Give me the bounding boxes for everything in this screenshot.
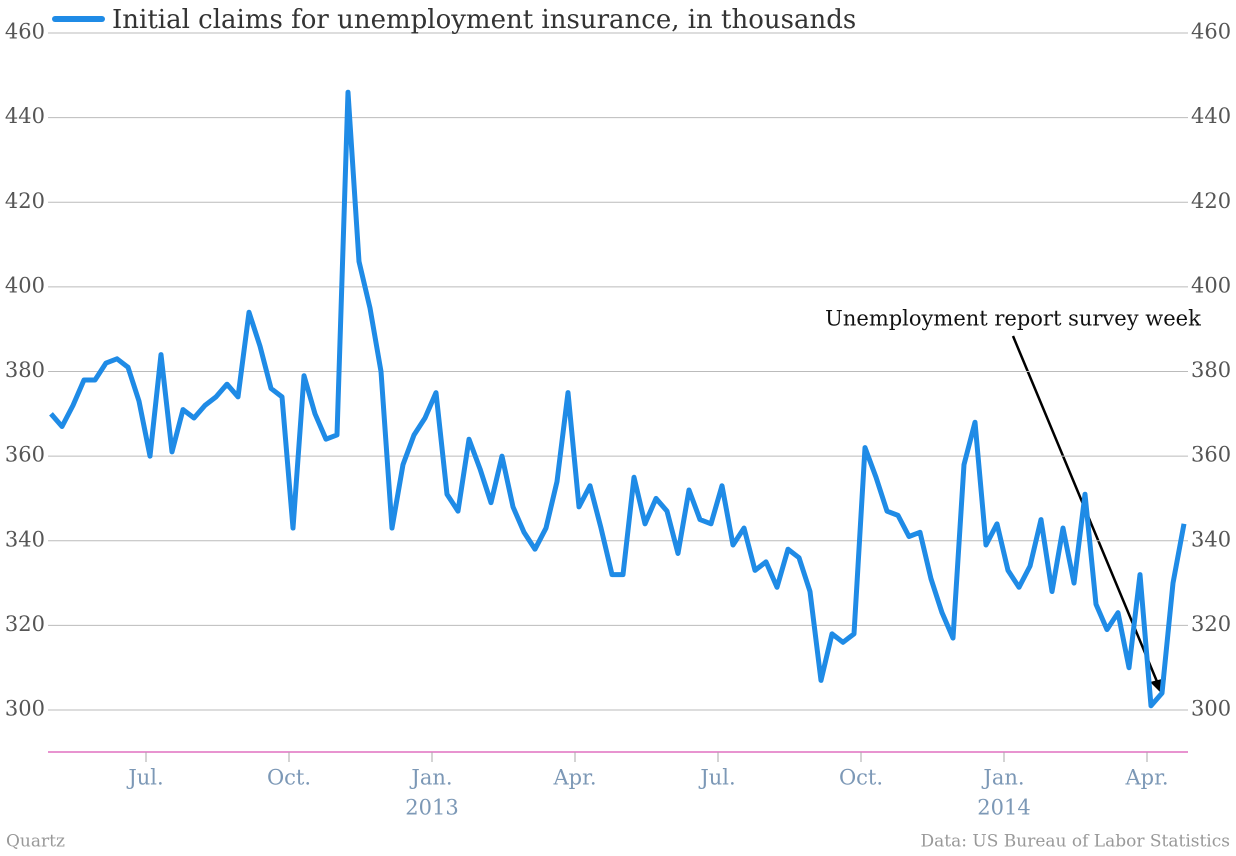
y2-tick-label: 360 bbox=[1191, 443, 1231, 467]
y-tick-label: 340 bbox=[5, 527, 45, 551]
annotation: Unemployment report survey week bbox=[825, 307, 1201, 331]
y2-tick-label: 380 bbox=[1191, 358, 1231, 382]
line-series bbox=[49, 89, 1187, 709]
x-tick-label: Apr. bbox=[552, 766, 596, 790]
y-tick-label: 460 bbox=[5, 20, 45, 44]
y-tick-label: 440 bbox=[5, 104, 45, 128]
y-tick-label: 420 bbox=[5, 189, 45, 213]
y-tick-label: 300 bbox=[5, 697, 45, 721]
x-tick-label: Jan. bbox=[409, 766, 452, 790]
year-label: 2014 bbox=[977, 796, 1030, 820]
credit: Quartz bbox=[6, 832, 65, 852]
x-tick-label: Jul. bbox=[698, 766, 735, 790]
x-tick-label: Apr. bbox=[1124, 766, 1168, 790]
y2-tick-label: 300 bbox=[1191, 697, 1231, 721]
x-tick-label: Jan. bbox=[981, 766, 1024, 790]
x-tick-label: Jul. bbox=[126, 766, 163, 790]
year-label: 2013 bbox=[405, 796, 458, 820]
y-tick-label: 380 bbox=[5, 358, 45, 382]
y-tick-label: 360 bbox=[5, 443, 45, 467]
y2-tick-label: 320 bbox=[1191, 612, 1231, 636]
y2-tick-label: 420 bbox=[1191, 189, 1231, 213]
y-tick-label: 320 bbox=[5, 612, 45, 636]
y2-tick-label: 460 bbox=[1191, 20, 1231, 44]
x-tick-label: Oct. bbox=[839, 766, 883, 790]
x-tick-label: Oct. bbox=[267, 766, 311, 790]
legend-label: Initial claims for unemployment insuranc… bbox=[112, 5, 856, 35]
y-tick-label: 400 bbox=[5, 273, 45, 297]
y2-tick-label: 340 bbox=[1191, 527, 1231, 551]
source: Data: US Bureau of Labor Statistics bbox=[921, 832, 1230, 852]
y2-tick-label: 400 bbox=[1191, 273, 1231, 297]
y2-tick-label: 440 bbox=[1191, 104, 1231, 128]
